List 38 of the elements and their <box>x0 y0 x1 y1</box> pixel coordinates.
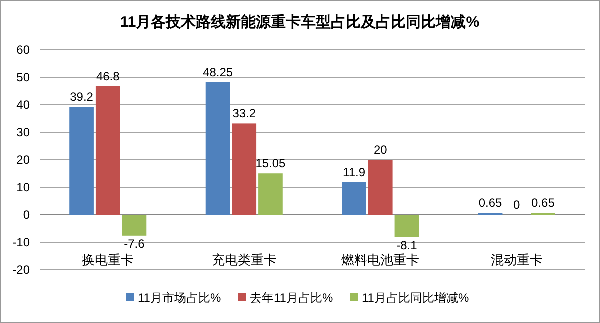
bar <box>206 82 230 215</box>
data-label: 0.65 <box>478 196 503 210</box>
y-tick-label: 20 <box>16 153 30 167</box>
y-tick-label: 60 <box>16 43 30 57</box>
data-label: 15.05 <box>256 156 286 171</box>
y-tick-label: -10 <box>12 236 30 250</box>
bar <box>258 174 283 215</box>
bar <box>394 215 420 238</box>
bar <box>232 124 257 215</box>
chart-title: 11月各技术路线新能源重卡车型占比及占比同比增减% <box>120 13 480 31</box>
data-label: 39.2 <box>70 90 94 104</box>
data-label: 0.65 <box>532 196 556 210</box>
y-tick-label: 10 <box>16 180 30 194</box>
x-tick-label: 换电重卡 <box>82 252 134 268</box>
data-label: 11.9 <box>343 165 366 180</box>
y-tick-label: 30 <box>16 126 30 140</box>
y-tick-label: 0 <box>23 208 30 222</box>
y-tick-label: -20 <box>12 263 30 277</box>
legend-label: 去年11月占比% <box>250 291 334 305</box>
data-label: -7.6 <box>124 236 146 251</box>
y-tick-label: 50 <box>16 70 30 84</box>
bar <box>122 215 147 236</box>
bar <box>368 160 393 215</box>
data-label: 46.8 <box>96 69 120 84</box>
data-label: 0 <box>514 198 521 212</box>
x-tick-label: 燃料电池重卡 <box>342 252 420 268</box>
legend-label: 11月占比同比增减% <box>362 291 470 305</box>
data-label: 48.25 <box>203 65 234 80</box>
legend-label: 11月市场占比% <box>138 291 222 305</box>
data-label: 20 <box>374 143 388 157</box>
x-tick-label: 充电类重卡 <box>212 252 277 268</box>
bar <box>96 86 120 215</box>
data-label: -8.1 <box>396 238 418 252</box>
bar <box>70 107 94 215</box>
y-tick-label: 40 <box>16 98 30 112</box>
x-tick-label: 混动重卡 <box>490 252 543 268</box>
bar <box>342 182 366 215</box>
data-label: 33.2 <box>232 106 256 121</box>
